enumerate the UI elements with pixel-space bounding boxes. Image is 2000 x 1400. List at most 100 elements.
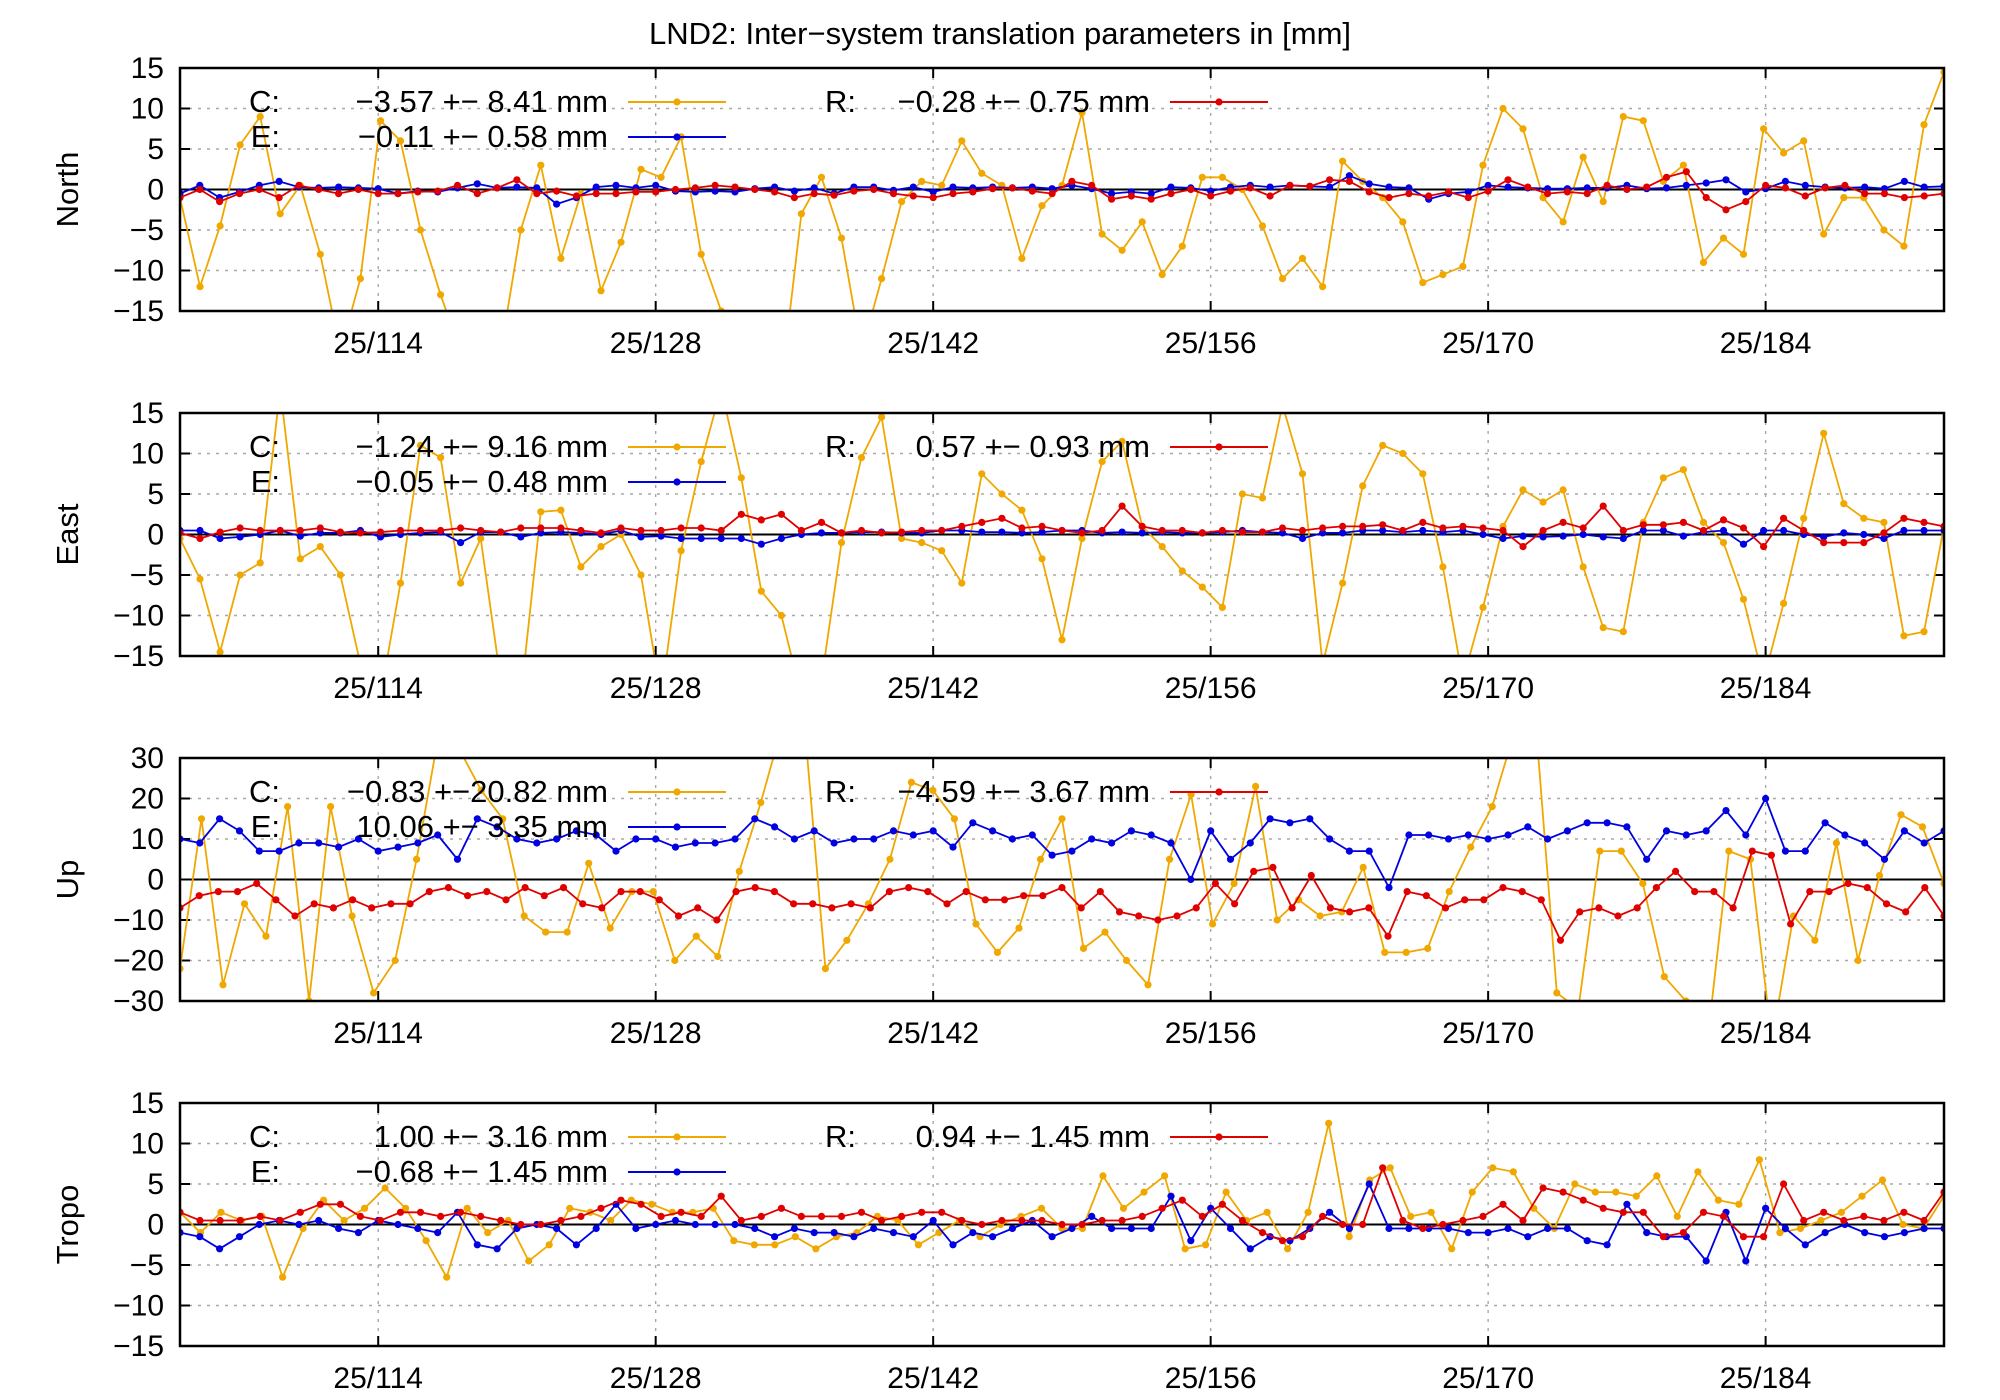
- series-line-R: [180, 850, 1944, 943]
- data-point-R: [1359, 522, 1367, 531]
- data-point-R: [938, 526, 946, 535]
- data-point-R: [1480, 896, 1488, 904]
- data-point-C: [617, 238, 625, 246]
- data-point-R: [1178, 1196, 1186, 1204]
- data-point-C: [1140, 1188, 1148, 1196]
- data-point-R: [315, 185, 323, 194]
- data-point-R: [1439, 524, 1447, 532]
- data-point-R: [757, 1212, 765, 1220]
- data-point-R: [1167, 190, 1175, 198]
- data-point-R: [296, 1208, 304, 1216]
- data-point-C: [1575, 1006, 1582, 1013]
- data-point-R: [236, 1216, 244, 1225]
- data-point-C: [1238, 490, 1246, 498]
- data-point-C: [697, 250, 705, 258]
- data-point-E: [1405, 1224, 1413, 1233]
- data-point-R: [770, 888, 779, 896]
- data-point-R: [1238, 528, 1246, 536]
- legend-stats: −4.59 +− 3.67 mm: [898, 774, 1150, 809]
- data-point-E: [1544, 1224, 1552, 1233]
- data-point-R: [1231, 900, 1239, 908]
- data-point-R: [1138, 1212, 1146, 1220]
- data-point-R: [253, 879, 261, 888]
- data-point-E: [335, 183, 343, 191]
- data-point-E: [1444, 835, 1453, 843]
- data-point-E: [1326, 1208, 1334, 1216]
- data-point-E: [517, 533, 525, 541]
- data-point-E: [1028, 831, 1036, 839]
- data-point-C: [1078, 109, 1086, 117]
- data-point-E: [1840, 529, 1848, 537]
- data-point-C: [1098, 458, 1106, 466]
- data-point-C: [1553, 989, 1561, 997]
- data-point-C: [477, 786, 485, 795]
- data-point-R: [981, 896, 989, 904]
- data-point-R: [1679, 518, 1687, 527]
- data-point-C: [1897, 811, 1905, 819]
- data-point-E: [1118, 528, 1126, 536]
- data-point-R: [1422, 892, 1430, 900]
- data-point-R: [1464, 194, 1472, 202]
- data-point-C: [1037, 1204, 1046, 1212]
- plot-frame: [178, 1101, 1946, 1348]
- data-point-C: [1918, 823, 1927, 831]
- data-point-C: [1617, 847, 1625, 855]
- data-point-R: [1226, 187, 1235, 195]
- data-point-R: [336, 1200, 344, 1208]
- data-point-C: [537, 508, 545, 516]
- data-point-R: [1115, 908, 1124, 916]
- data-point-C: [1258, 494, 1267, 502]
- data-point-C: [1278, 275, 1287, 283]
- legend-series-name: R:: [825, 429, 856, 464]
- y-tick-label: 10: [131, 823, 164, 856]
- data-point-C: [381, 1184, 389, 1192]
- y-tick-label: −10: [113, 904, 164, 937]
- data-point-C: [1263, 1208, 1271, 1216]
- data-point-E: [592, 1224, 600, 1233]
- data-point-R: [1639, 1208, 1647, 1216]
- data-point-E: [1722, 807, 1730, 815]
- data-point-E: [711, 187, 719, 195]
- data-point-C: [416, 441, 425, 449]
- chart-title: LND2: Inter−system translation parameter…: [649, 16, 1351, 51]
- data-point-C: [958, 137, 966, 145]
- data-point-R: [1365, 904, 1373, 912]
- data-point-R: [878, 529, 886, 537]
- data-point-C: [607, 1216, 615, 1225]
- data-point-R: [1479, 524, 1487, 532]
- data-point-E: [1662, 184, 1671, 192]
- data-point-E: [1365, 1180, 1373, 1188]
- data-point-R: [958, 522, 966, 531]
- data-point-R: [1659, 521, 1667, 529]
- data-point-E: [414, 839, 422, 847]
- data-point-E: [909, 1233, 917, 1241]
- data-point-R: [637, 526, 645, 535]
- data-point-R: [1048, 190, 1056, 198]
- data-point-R: [1921, 884, 1929, 892]
- data-point-C: [798, 693, 805, 700]
- data-point-R: [938, 1208, 946, 1216]
- data-point-E: [1544, 835, 1552, 843]
- data-point-R: [1306, 182, 1314, 190]
- data-point-C: [797, 210, 806, 218]
- data-point-R: [797, 526, 806, 535]
- data-point-R: [674, 912, 683, 920]
- data-point-C: [557, 506, 565, 514]
- data-point-C: [370, 989, 378, 997]
- data-point-C: [938, 547, 946, 555]
- data-point-C: [737, 474, 745, 482]
- data-point-E: [1583, 184, 1591, 192]
- data-point-R: [1579, 524, 1587, 532]
- data-point-C: [499, 815, 507, 823]
- data-point-C: [1719, 234, 1728, 242]
- data-point-R: [1319, 1212, 1327, 1220]
- data-point-R: [437, 526, 445, 535]
- data-point-R: [1672, 867, 1680, 876]
- data-point-R: [1691, 888, 1699, 896]
- data-point-R: [1840, 1216, 1848, 1225]
- data-point-E: [731, 835, 739, 843]
- data-point-R: [810, 190, 818, 198]
- data-point-E: [1504, 183, 1512, 191]
- data-point-R: [1781, 184, 1789, 192]
- data-point-E: [1444, 1224, 1453, 1233]
